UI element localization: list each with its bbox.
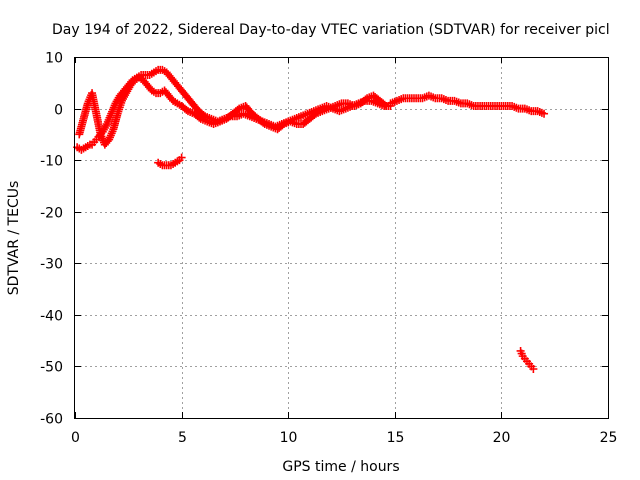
y-tick-label: -10 [40, 154, 63, 170]
y-axis-label: SDTVAR / TECUs [6, 181, 22, 296]
y-tick-label: -60 [40, 412, 63, 428]
y-tick-label: -50 [40, 360, 63, 376]
y-tick-label: -20 [40, 206, 63, 222]
data-points [73, 65, 549, 374]
y-tick-label: 10 [45, 51, 63, 67]
series-trace-5 [516, 346, 538, 374]
chart-title: Day 194 of 2022, Sidereal Day-to-day VTE… [52, 22, 610, 38]
data-point [540, 109, 549, 118]
series-trace-2 [75, 73, 391, 149]
x-tick-label: 10 [280, 430, 298, 446]
series-trace-4 [154, 153, 186, 170]
y-tick-label: -40 [40, 309, 63, 325]
data-point [380, 100, 389, 109]
x-tick-label: 0 [71, 430, 80, 446]
plot-frame [74, 57, 609, 419]
data-point [529, 365, 538, 374]
x-tick-label: 15 [387, 430, 405, 446]
y-tick-label: -30 [40, 257, 63, 273]
x-tick-label: 25 [600, 430, 618, 446]
x-tick-label: 5 [178, 430, 187, 446]
x-tick-label: 20 [493, 430, 511, 446]
x-axis-label: GPS time / hours [282, 459, 399, 475]
data-point [177, 153, 186, 162]
y-tick-label: 0 [54, 103, 63, 119]
series-trace-3 [386, 91, 549, 118]
data-point [382, 101, 391, 110]
